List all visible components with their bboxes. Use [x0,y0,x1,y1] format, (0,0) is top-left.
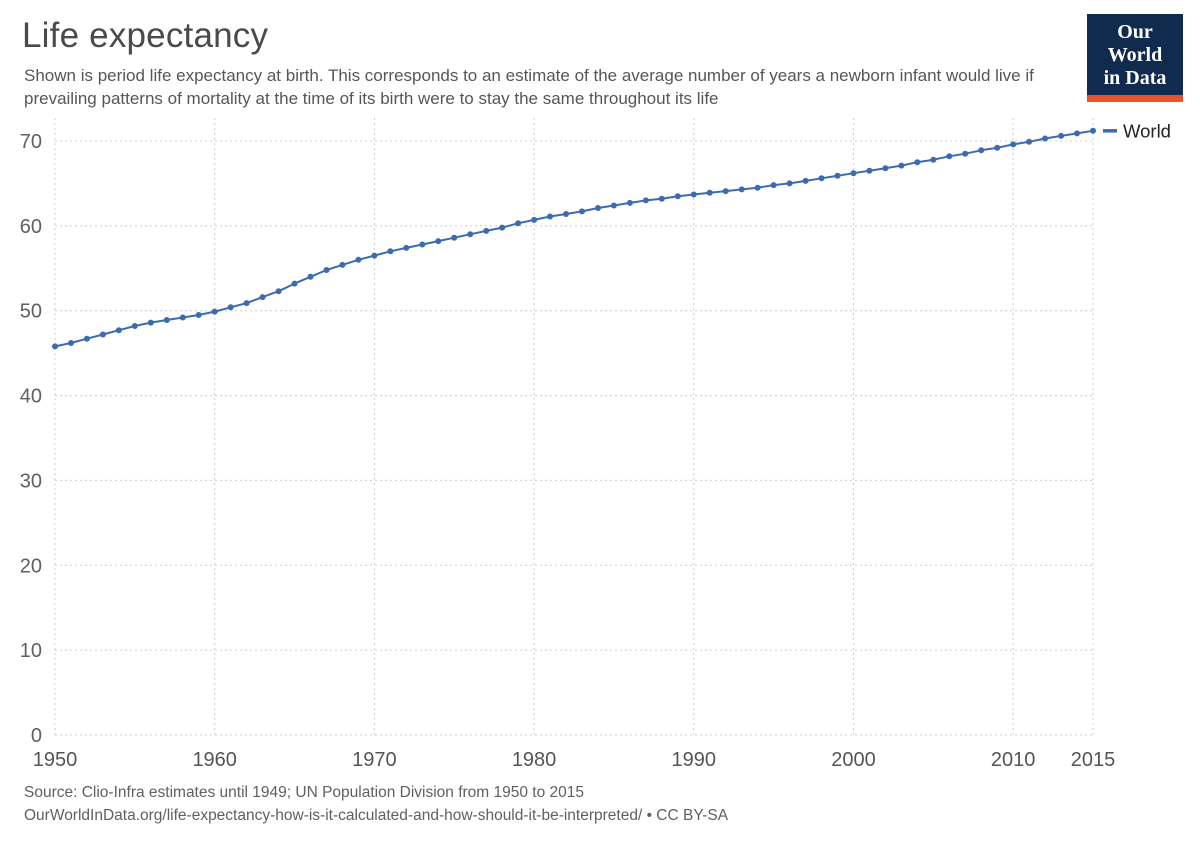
data-point[interactable] [1058,132,1065,139]
data-point[interactable] [626,199,633,206]
y-axis-tick-label: 50 [20,301,42,323]
x-axis-tick-label: 1960 [192,749,237,771]
data-point[interactable] [467,231,474,238]
data-point[interactable] [1074,130,1080,137]
data-point[interactable] [946,153,953,160]
data-point[interactable] [770,182,777,189]
data-point[interactable] [547,213,553,220]
x-axis-tick-label: 1970 [352,749,397,771]
data-point[interactable] [690,191,697,198]
data-point[interactable] [99,331,106,338]
owid-logo[interactable]: Our World in Data [1087,14,1183,102]
y-axis-tick-label: 10 [20,640,42,662]
data-point[interactable] [387,248,394,255]
series-line-world[interactable] [54,129,1094,348]
data-point[interactable] [131,323,138,329]
y-axis-tick-label: 70 [20,131,42,153]
data-point[interactable] [531,216,538,223]
y-axis-tick-label: 0 [31,725,42,747]
data-point[interactable] [610,202,617,209]
data-point[interactable] [882,165,889,172]
data-point[interactable] [754,184,761,191]
data-point[interactable] [339,261,346,268]
data-point[interactable] [658,195,665,202]
data-point[interactable] [706,189,713,196]
x-axis-tick-label: 2000 [831,749,876,771]
y-axis-tick-label: 60 [20,216,42,238]
data-point[interactable] [595,205,601,211]
data-point[interactable] [834,172,841,179]
data-point[interactable] [403,244,410,251]
data-point[interactable] [211,308,218,315]
data-point[interactable] [962,150,969,157]
data-point[interactable] [1090,127,1096,134]
source-url[interactable]: OurWorldInData.org/life-expectancy-how-i… [24,807,729,824]
x-axis-tick-label: 2010 [991,749,1036,771]
data-point[interactable] [786,180,793,187]
data-point[interactable] [371,252,378,259]
data-point[interactable] [722,188,729,195]
owid-logo-line2: in Data [1103,67,1167,89]
data-point[interactable] [52,343,58,350]
data-point[interactable] [978,147,985,154]
data-point[interactable] [738,186,745,193]
data-point[interactable] [179,314,186,321]
data-point[interactable] [68,340,74,346]
data-point[interactable] [307,273,314,280]
data-point[interactable] [499,224,506,231]
data-point[interactable] [83,335,90,342]
data-point[interactable] [1010,141,1017,148]
page-title: Life expectancy [22,16,269,55]
data-point[interactable] [115,327,122,334]
data-point[interactable] [195,312,202,318]
data-point[interactable] [579,208,585,215]
data-point[interactable] [802,177,809,184]
legend-label-world[interactable]: World [1123,120,1171,141]
data-point[interactable] [259,294,266,301]
x-axis-tick-label: 2015 [1071,749,1116,771]
data-point[interactable] [227,304,234,311]
owid-logo-stripe [1087,95,1183,102]
data-point[interactable] [483,227,490,234]
data-point[interactable] [898,162,905,169]
data-point[interactable] [147,319,154,326]
data-point[interactable] [1026,138,1033,145]
data-point[interactable] [866,167,873,174]
y-axis-tick-label: 20 [20,555,42,577]
data-point[interactable] [563,211,569,217]
data-point[interactable] [275,288,282,295]
data-point[interactable] [850,170,857,177]
data-point[interactable] [818,175,825,182]
data-point[interactable] [914,159,921,166]
data-point[interactable] [243,300,250,307]
data-point[interactable] [291,280,298,287]
owid-logo-text: Our World in Data [1087,14,1183,95]
y-axis-tick-label: 30 [20,470,42,492]
source-note: Source: Clio-Infra estimates until 1949;… [24,784,585,801]
data-point[interactable] [435,238,442,245]
chart-subtitle: Shown is period life expectancy at birth… [24,66,1034,109]
data-point[interactable] [994,144,1001,151]
data-point[interactable] [451,234,458,241]
data-point[interactable] [419,241,426,248]
data-point[interactable] [674,193,681,200]
x-axis-tick-label: 1990 [672,749,717,771]
owid-logo-line1: Our World [1107,21,1163,66]
data-point[interactable] [323,267,330,273]
y-axis-tick-label: 40 [20,386,42,408]
data-point[interactable] [515,220,522,227]
data-point[interactable] [930,156,937,163]
data-point[interactable] [1042,135,1049,142]
x-axis-tick-label: 1980 [512,749,557,771]
x-axis-tick-label: 1950 [33,749,78,771]
data-point[interactable] [355,256,362,263]
data-point[interactable] [642,197,649,204]
data-point[interactable] [163,317,170,323]
